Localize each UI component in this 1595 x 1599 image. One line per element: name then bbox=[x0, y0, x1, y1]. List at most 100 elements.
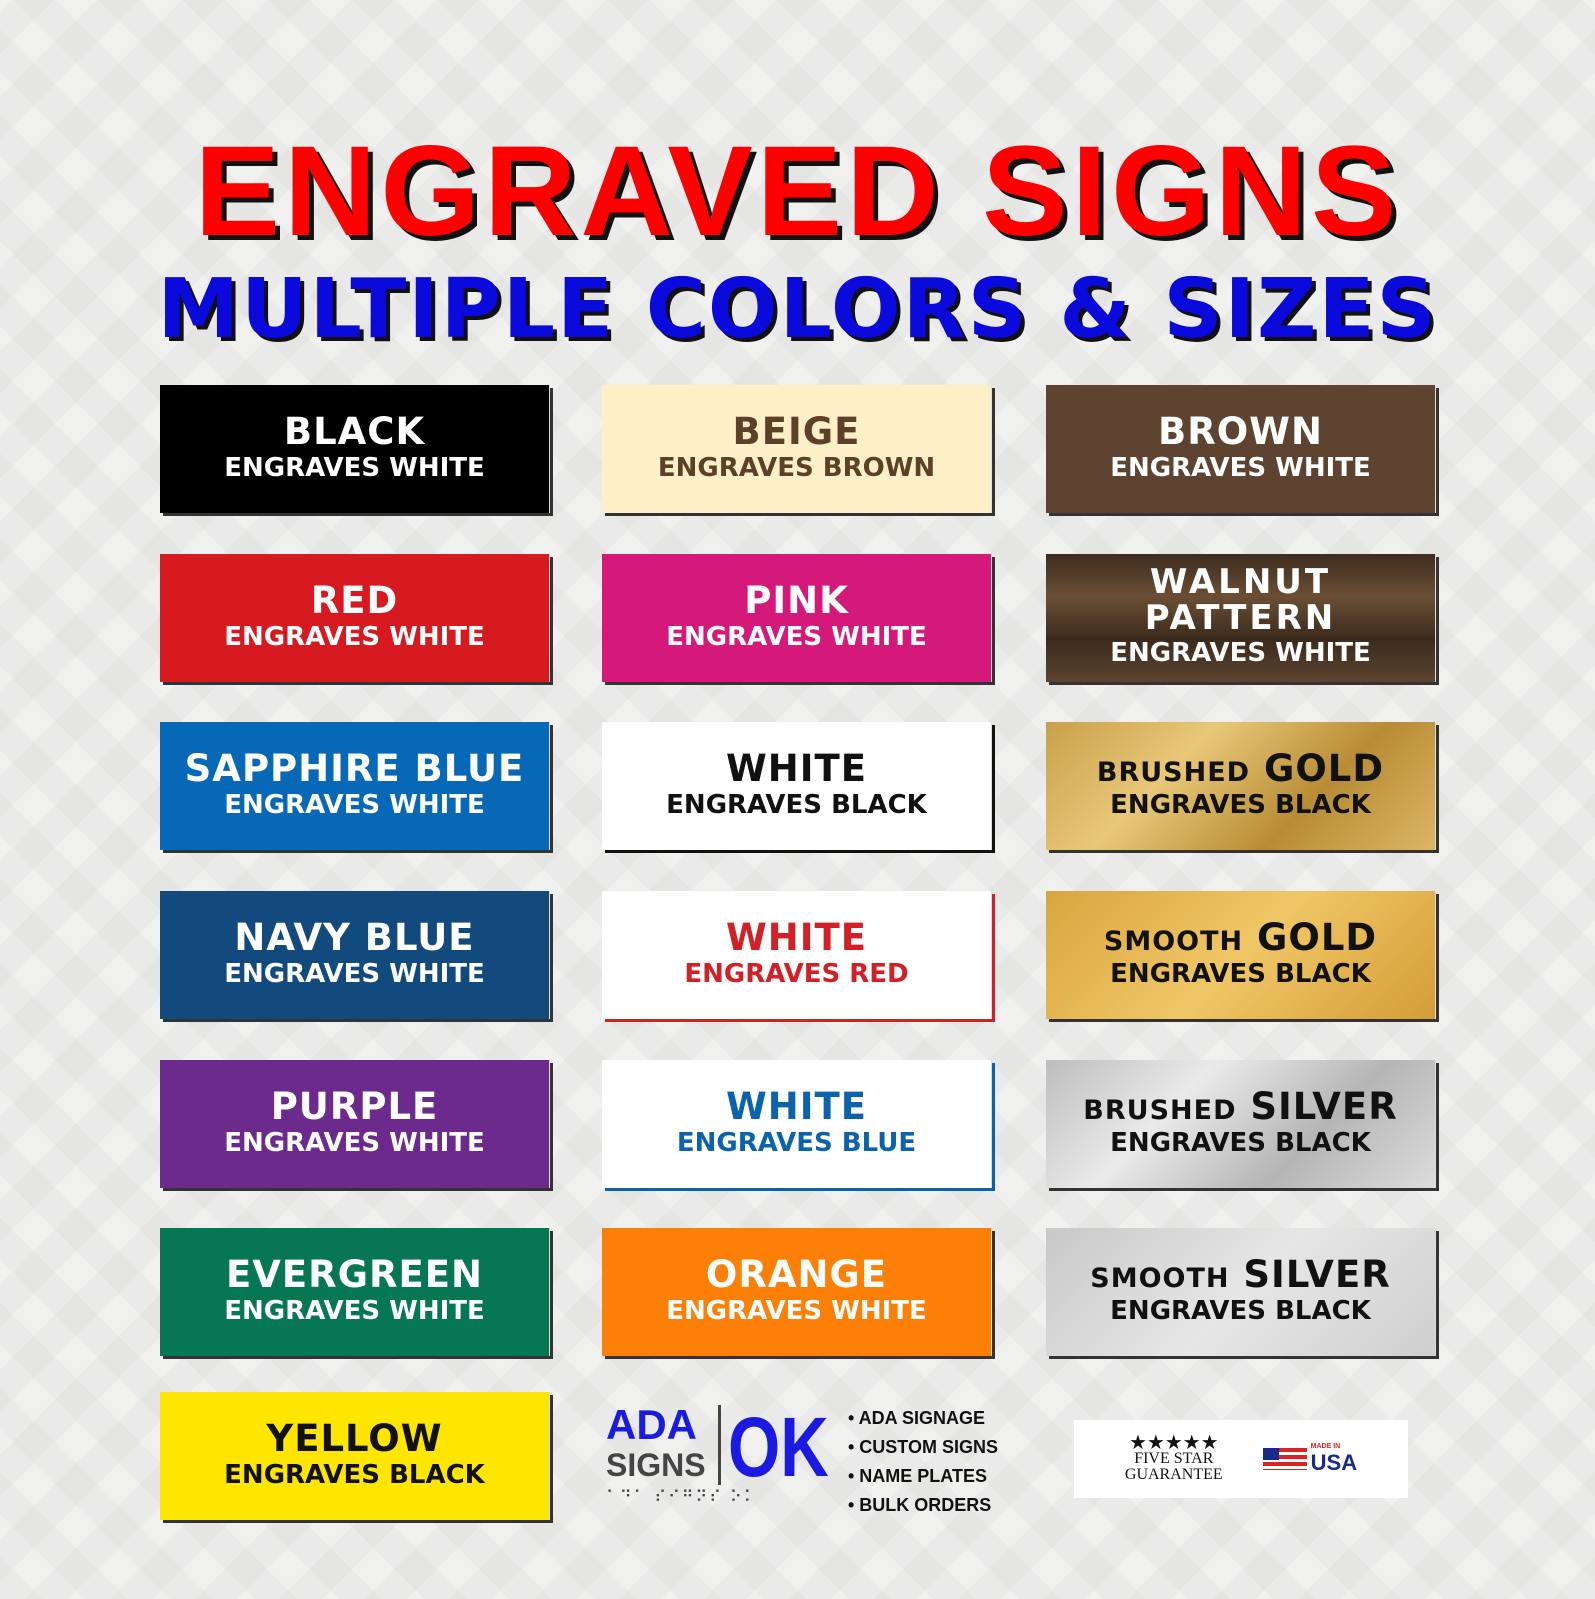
service-item: • ADA SIGNAGE bbox=[848, 1408, 985, 1428]
swatch-engrave-color: ENGRAVES BLACK bbox=[1110, 789, 1371, 820]
five-star-guarantee: ★★★★★ FIVE STAR GUARANTEE bbox=[1124, 1432, 1223, 1483]
sign-swatch: NAVY BLUE ENGRAVES WHITE bbox=[160, 891, 550, 1019]
ada-signs-ok-logo: ADA SIGNS OK ⠁⠙⠁ ⠎⠊⠛⠝⠎ ⠕⠅ bbox=[606, 1400, 829, 1510]
swatch-title: BRUSHED GOLD bbox=[1096, 746, 1385, 790]
swatch-engrave-color: ENGRAVES WHITE bbox=[666, 621, 927, 652]
swatch-engrave-color: ENGRAVES WHITE bbox=[224, 452, 485, 483]
swatch-color: WHITE bbox=[725, 915, 868, 959]
usa-label: USA bbox=[1310, 1449, 1358, 1475]
sign-swatch: PURPLE ENGRAVES WHITE bbox=[160, 1060, 550, 1188]
swatch-engrave-color: ENGRAVES BLACK bbox=[224, 1459, 485, 1490]
sign-swatch: YELLOW ENGRAVES BLACK bbox=[160, 1392, 550, 1520]
swatch-color: SILVER bbox=[1243, 1252, 1391, 1296]
swatch-title: NAVY BLUE bbox=[234, 915, 475, 959]
swatch-engrave-color: ENGRAVES RED bbox=[684, 958, 909, 989]
swatch-engrave-color: ENGRAVES BLUE bbox=[676, 1127, 917, 1158]
swatch-color: GOLD bbox=[1257, 915, 1378, 959]
swatch-color: ORANGE bbox=[705, 1252, 888, 1296]
swatch-color: BEIGE bbox=[732, 409, 861, 453]
swatch-engrave-color: ENGRAVES BROWN bbox=[657, 452, 936, 483]
swatch-color: GOLD bbox=[1263, 746, 1385, 790]
swatch-title: YELLOW bbox=[266, 1416, 443, 1460]
sign-swatch: BRUSHED SILVER ENGRAVES BLACK bbox=[1046, 1060, 1436, 1188]
swatch-engrave-color: ENGRAVES BLACK bbox=[666, 789, 927, 820]
sign-swatch: SMOOTH GOLD ENGRAVES BLACK bbox=[1046, 891, 1436, 1019]
service-item: • NAME PLATES bbox=[848, 1466, 987, 1486]
swatch-engrave-color: ENGRAVES WHITE bbox=[224, 789, 485, 820]
swatch-color: WALNUT PATTERN bbox=[1144, 562, 1337, 639]
swatch-color: RED bbox=[310, 578, 399, 622]
swatch-color: BROWN bbox=[1158, 409, 1323, 453]
swatch-title: ORANGE bbox=[705, 1252, 888, 1296]
guarantee-line2: GUARANTEE bbox=[1124, 1466, 1223, 1483]
swatch-color: PINK bbox=[744, 578, 849, 622]
swatch-engrave-color: ENGRAVES WHITE bbox=[1110, 637, 1371, 668]
sign-swatch: BRUSHED GOLD ENGRAVES BLACK bbox=[1046, 722, 1436, 850]
subtitle: MULTIPLE COLORS & SIZES bbox=[157, 262, 1438, 357]
sign-swatch: WHITE ENGRAVES BLUE bbox=[602, 1060, 992, 1188]
service-item: • BULK ORDERS bbox=[848, 1495, 992, 1515]
stars-icon: ★★★★★ bbox=[1128, 1432, 1219, 1454]
swatch-engrave-color: ENGRAVES WHITE bbox=[666, 1295, 927, 1326]
swatch-title: RED bbox=[310, 578, 399, 622]
sign-swatch: WHITE ENGRAVES BLACK bbox=[602, 722, 992, 850]
swatch-prefix: BRUSHED bbox=[1096, 756, 1251, 788]
swatch-title: BROWN bbox=[1158, 409, 1323, 453]
logo-signs: SIGNS bbox=[606, 1447, 706, 1483]
sign-swatch: WALNUT PATTERN ENGRAVES WHITE bbox=[1046, 554, 1436, 682]
swatch-engrave-color: ENGRAVES BLACK bbox=[1110, 958, 1371, 989]
logo-ok: OK bbox=[728, 1400, 829, 1494]
swatch-title: PURPLE bbox=[270, 1084, 439, 1128]
swatch-prefix: SMOOTH bbox=[1103, 925, 1244, 957]
swatch-color: BLACK bbox=[283, 409, 426, 453]
sign-swatch: BLACK ENGRAVES WHITE bbox=[160, 385, 550, 513]
swatch-title: PINK bbox=[744, 578, 849, 622]
swatch-engrave-color: ENGRAVES WHITE bbox=[224, 1127, 485, 1158]
braille-dots: ⠁⠙⠁ ⠎⠊⠛⠝⠎ ⠕⠅ bbox=[606, 1487, 758, 1506]
sign-swatch: BEIGE ENGRAVES BROWN bbox=[602, 385, 992, 513]
swatch-title: WALNUT PATTERN bbox=[1121, 562, 1361, 639]
sign-swatch: ORANGE ENGRAVES WHITE bbox=[602, 1228, 992, 1356]
swatch-engrave-color: ENGRAVES WHITE bbox=[1110, 452, 1371, 483]
sign-swatch: SMOOTH SILVER ENGRAVES BLACK bbox=[1046, 1228, 1436, 1356]
swatch-color: EVERGREEN bbox=[225, 1252, 484, 1296]
swatch-title: SAPPHIRE BLUE bbox=[184, 746, 525, 790]
guarantee-line1: FIVE STAR bbox=[1134, 1450, 1214, 1467]
services-list: • ADA SIGNAGE • CUSTOM SIGNS • NAME PLAT… bbox=[848, 1404, 998, 1520]
swatch-title: SMOOTH GOLD bbox=[1103, 915, 1378, 959]
swatch-title: BRUSHED SILVER bbox=[1083, 1084, 1398, 1128]
swatch-color: YELLOW bbox=[266, 1416, 443, 1460]
swatch-color: NAVY BLUE bbox=[234, 915, 475, 959]
swatch-engrave-color: ENGRAVES WHITE bbox=[224, 621, 485, 652]
swatch-color: SAPPHIRE BLUE bbox=[184, 746, 525, 790]
swatch-title: BEIGE bbox=[732, 409, 861, 453]
swatch-engrave-color: ENGRAVES WHITE bbox=[224, 958, 485, 989]
main-title: ENGRAVED SIGNS bbox=[194, 120, 1401, 263]
swatch-title: SMOOTH SILVER bbox=[1090, 1252, 1391, 1296]
swatch-prefix: BRUSHED bbox=[1083, 1094, 1237, 1126]
swatch-engrave-color: ENGRAVES BLACK bbox=[1110, 1295, 1371, 1326]
swatch-title: WHITE bbox=[725, 1084, 868, 1128]
sign-swatch: EVERGREEN ENGRAVES WHITE bbox=[160, 1228, 550, 1356]
made-in-label: MADE IN bbox=[1310, 1442, 1341, 1450]
sign-swatch: RED ENGRAVES WHITE bbox=[160, 554, 550, 682]
swatch-engrave-color: ENGRAVES WHITE bbox=[224, 1295, 485, 1326]
logo-ada: ADA bbox=[606, 1401, 697, 1448]
swatch-color: PURPLE bbox=[270, 1084, 439, 1128]
sign-swatch: PINK ENGRAVES WHITE bbox=[602, 554, 992, 682]
swatch-title: WHITE bbox=[725, 746, 868, 790]
swatch-title: EVERGREEN bbox=[225, 1252, 484, 1296]
swatch-title: WHITE bbox=[725, 915, 868, 959]
made-in-usa: MADE IN USA bbox=[1262, 1442, 1358, 1476]
guarantee-badge: ★★★★★ FIVE STAR GUARANTEE MADE IN USA bbox=[1074, 1420, 1408, 1498]
logo-divider bbox=[718, 1405, 721, 1485]
swatch-engrave-color: ENGRAVES BLACK bbox=[1110, 1127, 1371, 1158]
swatch-color: WHITE bbox=[725, 746, 868, 790]
swatch-color: WHITE bbox=[725, 1084, 868, 1128]
sign-swatch: WHITE ENGRAVES RED bbox=[602, 891, 992, 1019]
service-item: • CUSTOM SIGNS bbox=[848, 1437, 998, 1457]
sign-swatch: BROWN ENGRAVES WHITE bbox=[1046, 385, 1436, 513]
swatch-title: BLACK bbox=[283, 409, 426, 453]
sign-swatch: SAPPHIRE BLUE ENGRAVES WHITE bbox=[160, 722, 550, 850]
swatch-color: SILVER bbox=[1250, 1084, 1398, 1128]
